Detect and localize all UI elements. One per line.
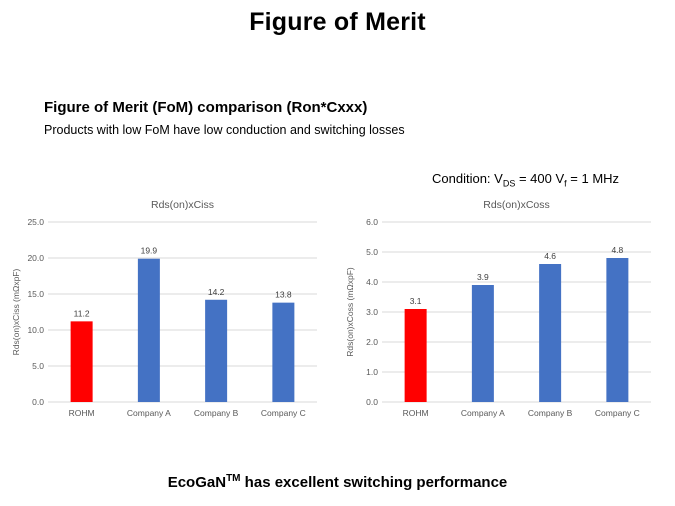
data-label: 4.6 bbox=[544, 251, 556, 261]
footer-trademark: TM bbox=[226, 473, 241, 484]
footer-statement: EcoGaNTM has excellent switching perform… bbox=[0, 473, 675, 491]
test-condition: Condition: VDS = 400 Vf = 1 MHz bbox=[432, 171, 619, 189]
bar-company-b bbox=[205, 299, 228, 402]
data-label: 14.2 bbox=[208, 287, 225, 297]
coss-chart: Rds(on)xCoss Rds(on)xCoss (mΩxpF) 0.0 1.0 2.… bbox=[345, 199, 651, 418]
y-tick-label: 15.0 bbox=[27, 289, 44, 299]
y-tick-label: 1.0 bbox=[366, 367, 378, 377]
section-subheading: Products with low FoM have low conductio… bbox=[44, 123, 405, 137]
y-tick-label: 2.0 bbox=[366, 337, 378, 347]
x-tick-label: Company C bbox=[595, 408, 640, 418]
x-tick-label: Company A bbox=[127, 408, 171, 418]
y-tick-label: 25.0 bbox=[27, 217, 44, 227]
y-axis-label: Rds(on)xCiss (mΩxpF) bbox=[11, 269, 21, 356]
data-label: 13.8 bbox=[275, 290, 292, 300]
data-label: 19.9 bbox=[141, 246, 158, 256]
bar-company-b bbox=[539, 264, 562, 402]
y-tick-label: 4.0 bbox=[366, 277, 378, 287]
condition-mid: = 400 V bbox=[515, 171, 565, 186]
y-tick-label: 6.0 bbox=[366, 217, 378, 227]
footer-text: has excellent switching performance bbox=[240, 474, 508, 491]
condition-suffix: = 1 MHz bbox=[566, 171, 620, 186]
x-tick-label: ROHM bbox=[403, 408, 429, 418]
y-tick-label: 10.0 bbox=[27, 325, 44, 335]
data-label: 3.9 bbox=[477, 272, 489, 282]
bar-company-a bbox=[137, 258, 160, 402]
y-axis-label: Rds(on)xCoss (mΩxpF) bbox=[345, 267, 355, 357]
condition-subscript-ds: DS bbox=[502, 178, 516, 189]
bar-company-c bbox=[606, 258, 629, 402]
y-tick-label: 5.0 bbox=[32, 361, 44, 371]
bar-rohm bbox=[70, 321, 93, 402]
slide-title: Figure of Merit bbox=[249, 8, 426, 36]
y-tick-label: 3.0 bbox=[366, 307, 378, 317]
x-tick-label: ROHM bbox=[69, 408, 95, 418]
y-tick-label: 0.0 bbox=[366, 397, 378, 407]
bar-rohm bbox=[404, 309, 427, 402]
condition-prefix: Condition: V bbox=[432, 171, 503, 186]
bar-company-a bbox=[471, 285, 494, 402]
chart-title: Rds(on)xCiss bbox=[151, 199, 214, 211]
x-tick-label: Company B bbox=[528, 408, 573, 418]
bar-company-c bbox=[272, 302, 295, 402]
y-tick-label: 0.0 bbox=[32, 397, 44, 407]
y-tick-label: 5.0 bbox=[366, 247, 378, 257]
x-tick-label: Company C bbox=[261, 408, 306, 418]
data-label: 11.2 bbox=[74, 308, 90, 318]
condition-subscript-f: f bbox=[564, 178, 567, 189]
data-label: 3.1 bbox=[410, 296, 422, 306]
section-heading: Figure of Merit (FoM) comparison (Ron*Cx… bbox=[44, 99, 368, 116]
data-label: 4.8 bbox=[611, 245, 623, 255]
y-tick-label: 20.0 bbox=[27, 253, 44, 263]
x-tick-label: Company B bbox=[194, 408, 239, 418]
footer-brand: EcoGaN bbox=[167, 474, 227, 491]
chart-title: Rds(on)xCoss bbox=[483, 199, 550, 211]
ciss-chart: Rds(on)xCiss Rds(on)xCiss (mΩxpF) 0.0 5.0 10… bbox=[11, 199, 317, 418]
x-tick-label: Company A bbox=[461, 408, 505, 418]
